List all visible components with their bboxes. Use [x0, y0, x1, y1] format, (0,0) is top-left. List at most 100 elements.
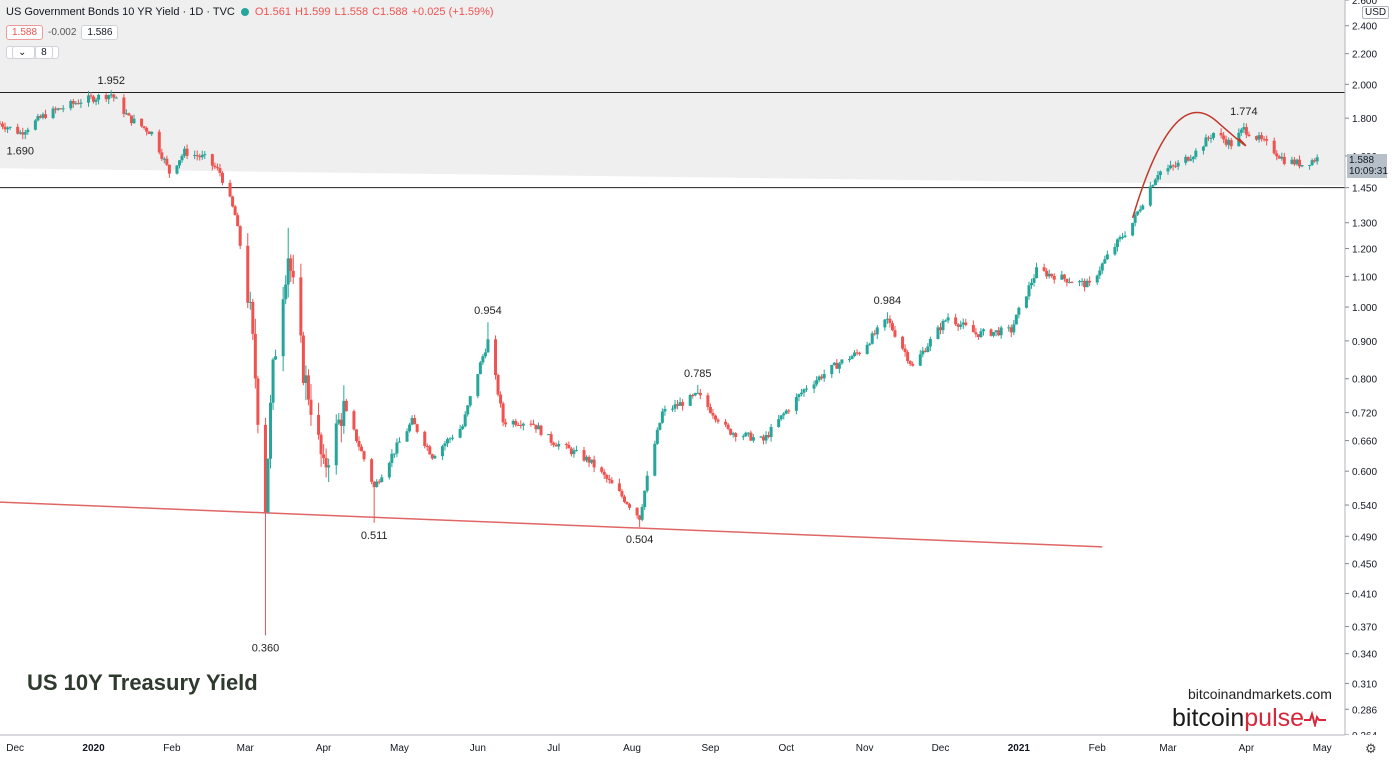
candle-body [1272, 140, 1276, 154]
candle [835, 359, 839, 369]
candle [1133, 211, 1137, 227]
candle [1272, 137, 1276, 155]
candle [483, 348, 487, 359]
candle [971, 320, 975, 333]
candle-body [8, 126, 12, 128]
candle [1204, 134, 1208, 147]
candle [33, 119, 37, 131]
candle-body [200, 154, 204, 158]
candle-body [220, 172, 224, 183]
candle-body [547, 434, 551, 436]
candle-body [165, 158, 169, 165]
candle-body [248, 301, 252, 303]
resistance-zone [0, 0, 1345, 189]
currency-label[interactable]: USD [1362, 6, 1390, 19]
candle [23, 129, 27, 140]
candle-body [1131, 222, 1135, 236]
candle [263, 417, 267, 636]
candle-body [622, 496, 626, 502]
candle [997, 327, 1001, 337]
candle-body [537, 425, 541, 430]
candle-body [89, 95, 93, 97]
candle-body [865, 344, 869, 354]
candle-body [903, 348, 907, 353]
candle [1060, 270, 1064, 280]
candle [779, 415, 783, 421]
candle-body [74, 103, 78, 105]
candle [1141, 203, 1145, 211]
candle-body [377, 481, 381, 483]
x-tick-label: Nov [856, 743, 874, 754]
candle [691, 393, 695, 399]
candle-body [817, 376, 821, 381]
candle [445, 437, 449, 447]
candle [200, 150, 204, 160]
candle [888, 315, 892, 328]
candle [802, 388, 806, 397]
candle-body [1014, 314, 1018, 325]
symbol-header[interactable]: US Government Bonds 10 YR Yield · 1D · T… [6, 6, 498, 18]
candle-body [855, 352, 859, 354]
candle-body [142, 126, 146, 128]
candle-body [1095, 275, 1099, 283]
change-value: +0.025 (+1.59%) [411, 6, 494, 18]
candle [1009, 324, 1013, 338]
candle [663, 405, 667, 416]
candle [832, 361, 836, 366]
sell-button[interactable]: 1.588 [6, 25, 44, 40]
candle [218, 163, 222, 177]
candle-body [901, 336, 905, 349]
gear-icon[interactable]: ⚙ [1365, 741, 1377, 756]
candle-body [61, 108, 65, 110]
candle-body [981, 329, 985, 332]
quote-row: 1.588 -0.002 1.586 [6, 25, 119, 40]
candle [1042, 263, 1046, 272]
candle-body [97, 94, 101, 100]
candle [883, 319, 887, 331]
candle-body [71, 101, 75, 104]
candle [797, 393, 801, 402]
candle-body [751, 437, 755, 441]
candle [847, 356, 851, 363]
candle [964, 318, 968, 327]
candle [1219, 128, 1223, 139]
candle [708, 403, 712, 414]
candle [954, 313, 958, 326]
candle [804, 385, 808, 392]
candle [1070, 281, 1074, 284]
candle-body [906, 352, 910, 361]
candle-body [567, 444, 571, 449]
candle-body [592, 459, 596, 468]
candle-body [69, 101, 73, 109]
candle-body [1083, 280, 1087, 288]
candle [711, 408, 715, 419]
candle [1012, 319, 1016, 336]
candle [1191, 155, 1195, 163]
candle-body [425, 445, 429, 447]
candle-body [1060, 274, 1064, 280]
candle [1123, 231, 1127, 239]
candle-body [1212, 132, 1216, 138]
candle-body [582, 450, 586, 461]
y-tick-label: 1.200 [1352, 244, 1377, 255]
candle [0, 120, 2, 125]
candle [1257, 132, 1261, 143]
candle [557, 440, 561, 450]
candle [147, 130, 151, 135]
candle [521, 422, 525, 431]
candle [339, 413, 343, 443]
candle [41, 112, 45, 120]
candle [458, 424, 462, 439]
indicators-toggle[interactable]: ⌄ 8 [6, 46, 59, 59]
candle-body [218, 168, 222, 173]
candle-body [327, 465, 331, 468]
candle [76, 99, 80, 105]
indicator-count: 8 [35, 46, 53, 59]
candle [428, 444, 432, 455]
candle-body [794, 397, 798, 411]
candle [1014, 314, 1018, 325]
candle-body [1080, 280, 1084, 282]
buy-button[interactable]: 1.586 [81, 25, 119, 40]
